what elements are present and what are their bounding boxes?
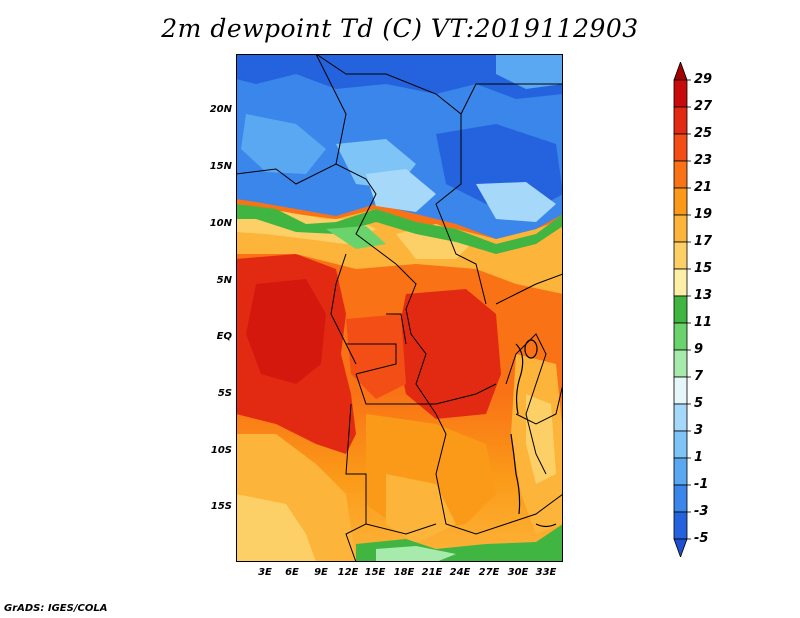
colorbar-swatch (673, 295, 688, 324)
colorbar-swatch (673, 79, 688, 108)
lat-label: 5N (216, 275, 232, 286)
map-title: 2m dewpoint Td (C) VT:2019112903 (161, 14, 639, 43)
lat-label: 10N (209, 218, 232, 229)
colorbar-label: 15 (694, 261, 713, 276)
lon-label: 30E (507, 567, 529, 578)
colorbar-swatch (673, 538, 688, 559)
colorbar-swatch (673, 60, 688, 81)
lon-label: 18E (393, 567, 415, 578)
lon-label: 9E (314, 567, 328, 578)
colorbar-label: 25 (694, 126, 713, 141)
lon-label: 21E (421, 567, 443, 578)
colorbar-label: -1 (694, 477, 709, 492)
lon-label: 27E (478, 567, 500, 578)
colorbar-swatch (673, 133, 688, 162)
lat-label: EQ (216, 331, 232, 342)
colorbar-label: 5 (694, 396, 704, 411)
lon-label: 6E (285, 567, 299, 578)
colorbar-label: 23 (694, 153, 713, 168)
colorbar-label: 27 (694, 99, 713, 114)
colorbar-label: 7 (694, 369, 704, 384)
colorbar-label: 9 (694, 342, 704, 357)
colorbar-swatch (673, 214, 688, 243)
colorbar-label: 17 (694, 234, 713, 249)
colorbar-swatch (673, 187, 688, 216)
colorbar-swatch (673, 268, 688, 297)
lon-label: 12E (337, 567, 359, 578)
lon-label: 3E (258, 567, 272, 578)
lat-label: 15S (210, 501, 232, 512)
colorbar-swatch (673, 106, 688, 135)
colorbar-swatch (673, 484, 688, 513)
colorbar-label: 1 (694, 450, 704, 465)
lat-label: 20N (209, 104, 232, 115)
colorbar-label: 11 (694, 315, 713, 330)
lat-label: 10S (210, 445, 232, 456)
dewpoint-map (236, 54, 563, 562)
colorbar-label: 21 (694, 180, 713, 195)
lon-label: 24E (449, 567, 471, 578)
colorbar-swatch (673, 241, 688, 270)
colorbar-label: 3 (694, 423, 704, 438)
colorbar-swatch (673, 511, 688, 540)
colorbar-label: -3 (694, 504, 709, 519)
colorbar-swatch (673, 322, 688, 351)
lat-label: 15N (209, 161, 232, 172)
colorbar-swatch (673, 457, 688, 486)
lon-label: 15E (364, 567, 386, 578)
lat-label: 5S (217, 388, 232, 399)
colorbar (672, 60, 742, 559)
colorbar-swatch (673, 430, 688, 459)
colorbar-label: 19 (694, 207, 713, 222)
lon-label: 33E (535, 567, 557, 578)
colorbar-label: 13 (694, 288, 713, 303)
grads-credit: GrADS: IGES/COLA (4, 603, 108, 614)
colorbar-swatch (673, 376, 688, 405)
colorbar-label: 29 (694, 72, 713, 87)
colorbar-swatch (673, 349, 688, 378)
colorbar-label: -5 (694, 531, 709, 546)
colorbar-swatch (673, 160, 688, 189)
colorbar-swatch (673, 403, 688, 432)
